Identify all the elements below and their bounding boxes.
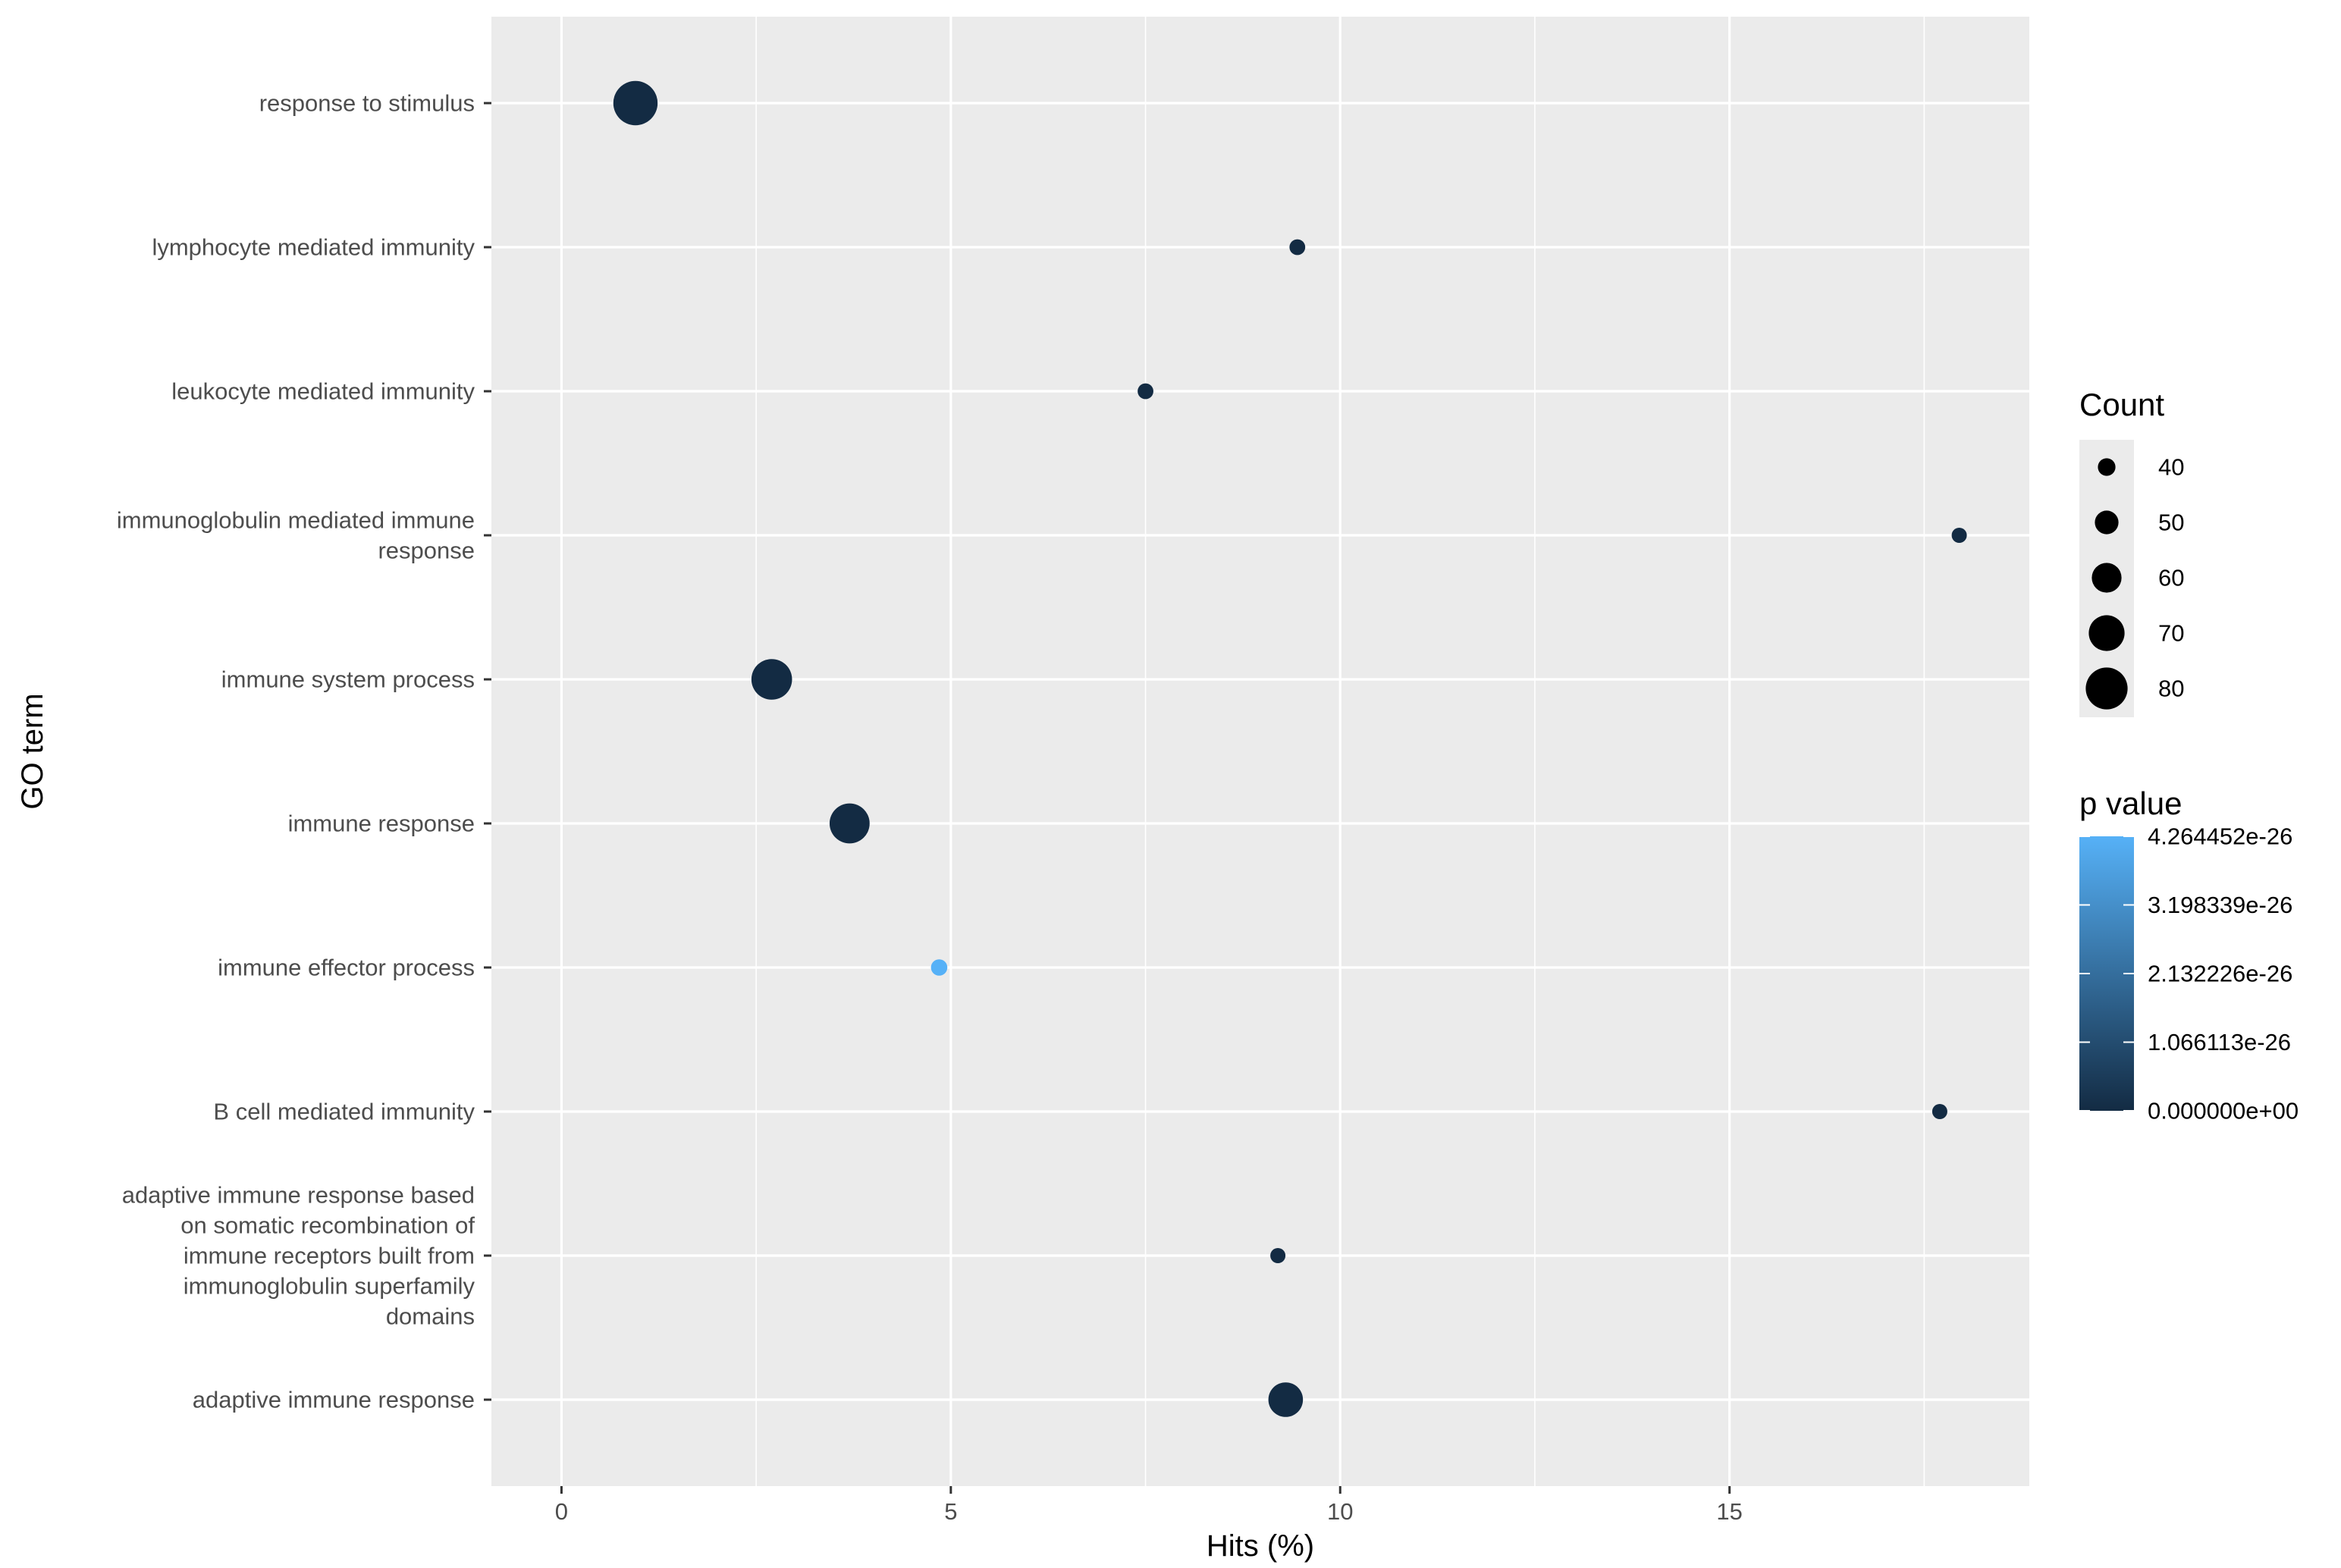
x-tick-label: 5 [944,1498,957,1525]
x-axis: 0 5 10 15 [555,1486,1743,1525]
x-axis-title: Hits (%) [1207,1529,1314,1563]
color-legend-label: 2.132226e-26 [2148,961,2292,987]
size-legend-label: 40 [2158,454,2184,481]
data-point [751,659,792,700]
data-point [1268,1382,1304,1417]
major-gridlines [491,17,2029,1486]
size-legend-label: 50 [2158,510,2184,536]
size-legend-key [2098,458,2116,476]
data-point [1289,239,1306,256]
y-tick-label: immune system process [221,666,475,693]
y-tick-label: response to stimulus [259,90,475,117]
y-axis-title: GO term [16,693,49,809]
size-legend-label: 60 [2158,565,2184,591]
y-tick-label: B cell mediated immunity [213,1099,475,1125]
size-legend-label: 80 [2158,676,2184,702]
y-tick-label: immune receptors built from [184,1243,475,1269]
y-tick-label: on somatic recombination of [180,1212,475,1239]
color-legend-label: 4.264452e-26 [2148,823,2292,850]
y-tick-label: lymphocyte mediated immunity [152,234,475,261]
y-tick-label: immunoglobulin superfamily [184,1273,475,1300]
x-tick-label: 15 [1716,1498,1742,1525]
data-points [613,80,1967,1417]
size-legend-key [2088,615,2125,651]
data-point [829,803,870,844]
y-tick-label: immunoglobulin mediated immune [117,507,475,534]
data-point [930,959,948,976]
data-point [1270,1248,1286,1263]
data-point [1931,1104,1947,1119]
size-legend-title: Count [2079,387,2164,422]
y-axis: response to stimulus lymphocyte mediated … [117,90,491,1413]
y-tick-label: domains [386,1303,475,1330]
x-tick-label: 10 [1327,1498,1353,1525]
data-point [1951,528,1967,543]
color-legend-label: 3.198339e-26 [2148,892,2292,918]
color-legend-title: p value [2079,786,2182,821]
size-legend-key [2085,667,2128,710]
y-tick-label: response [378,538,475,564]
minor-gridlines [755,17,1925,1486]
size-legend-key [2095,510,2119,535]
x-tick-label: 0 [555,1498,568,1525]
size-legend: Count 40 50 60 70 80 [2079,387,2184,717]
data-point [1138,383,1153,400]
y-tick-label: immune effector process [218,955,475,981]
color-legend-label: 1.066113e-26 [2148,1029,2291,1055]
color-legend-label: 0.000000e+00 [2148,1098,2299,1124]
y-tick-label: immune response [288,811,475,837]
data-point [613,80,658,126]
color-legend: p value 0.000000e+00 1.066113e-26 2.132226… [2079,786,2299,1124]
y-tick-label: adaptive immune response based [122,1182,475,1209]
size-legend-label: 70 [2158,620,2184,647]
y-tick-label: leukocyte mediated immunity [171,378,475,405]
y-tick-label: adaptive immune response [193,1387,475,1413]
plot-panel [491,17,2029,1486]
size-legend-key [2092,563,2122,593]
